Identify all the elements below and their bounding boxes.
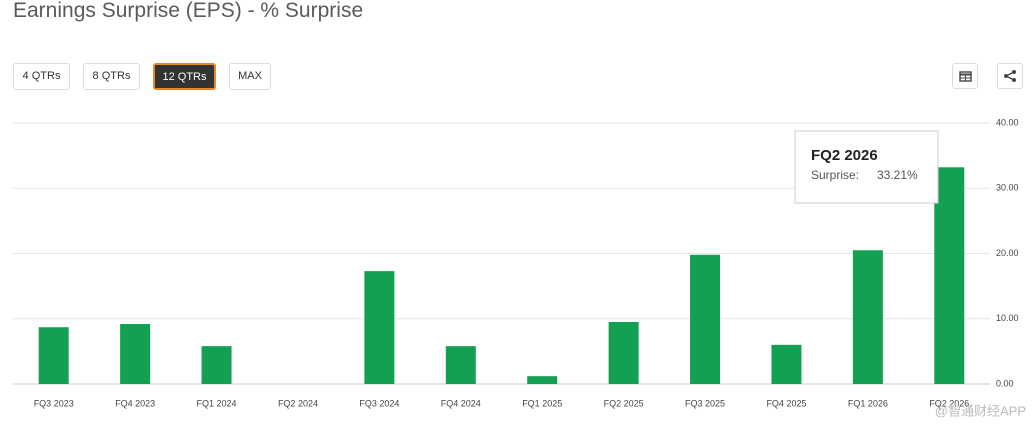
y-tick-label: 40.00 [996,117,1019,127]
bar [445,346,476,384]
tooltip-key: Surprise: [811,168,859,182]
page-title: Earnings Surprise (EPS) - % Surprise [13,0,364,22]
x-tick-label: FQ1 2024 [197,398,237,408]
table-icon[interactable] [952,63,978,89]
y-tick-label: 10.00 [996,313,1019,323]
y-tick-label: 30.00 [996,183,1019,193]
y-tick-label: 0.00 [996,378,1014,388]
watermark: @智通财经APP [935,403,1026,418]
bar [120,323,151,384]
range-button[interactable]: 4 QTRs [13,63,70,90]
bar [364,271,395,384]
x-tick-label: FQ1 2025 [522,398,562,408]
table-glyph [959,71,972,82]
tooltip-value: 33.21% [877,168,918,182]
bar [771,344,802,384]
bar [527,376,558,384]
x-tick-label: FQ2 2024 [278,398,318,408]
x-tick-label: FQ4 2023 [115,398,155,408]
x-tick-label: FQ2 2026 [929,398,969,408]
x-tick-label: FQ3 2025 [685,398,725,408]
y-tick-label: 20.00 [996,248,1019,258]
share-icon[interactable] [997,63,1023,89]
tooltip-title: FQ2 2026 [811,147,878,164]
bar [608,322,639,384]
share-glyph [1004,70,1016,82]
x-tick-label: FQ2 2025 [604,398,644,408]
tooltip-box [794,130,939,204]
range-button[interactable]: 12 QTRs [153,63,216,90]
range-button[interactable]: 8 QTRs [83,63,140,90]
x-tick-label: FQ3 2023 [34,398,74,408]
x-tick-label: FQ1 2026 [848,398,888,408]
bar [852,250,883,384]
bar [934,167,965,384]
x-tick-label: FQ4 2025 [766,398,806,408]
range-button[interactable]: MAX [229,63,271,90]
bar [38,327,69,384]
x-tick-label: FQ3 2024 [359,398,399,408]
x-tick-label: FQ4 2024 [441,398,481,408]
tooltip: FQ2 2026 Surprise: 33.21% [794,130,939,204]
bar [201,346,232,384]
bar [690,254,721,384]
